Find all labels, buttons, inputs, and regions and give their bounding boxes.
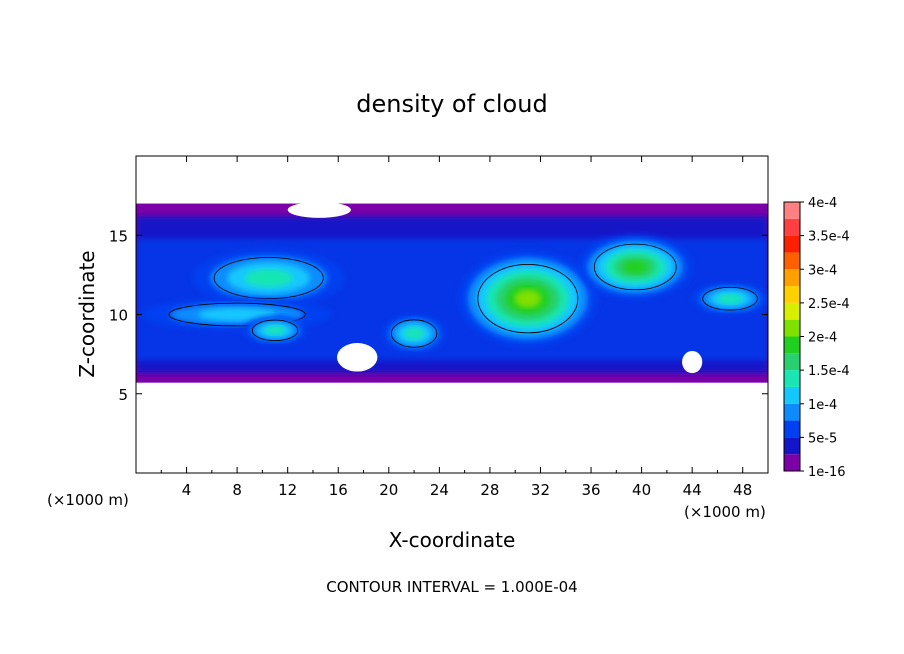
colorbar-segment [784, 319, 800, 337]
colorbar-segment [784, 218, 800, 236]
x-tick-label: 36 [581, 481, 600, 499]
colorbar-segment [784, 454, 800, 471]
x-unit-left: (×1000 m) [47, 491, 129, 509]
y-tick-label: 10 [109, 307, 128, 325]
x-tick-label: 44 [683, 481, 702, 499]
x-tick-label: 48 [733, 481, 752, 499]
y-axis: 5 10 15 [109, 227, 768, 404]
contour-line [168, 302, 306, 327]
y-tick-label: 5 [118, 386, 128, 404]
colorbar-segment [784, 353, 800, 371]
plot-area [135, 155, 769, 474]
colorbar-segment [784, 370, 800, 387]
colorbar-label: 2e-4 [808, 331, 837, 346]
contour-line [702, 286, 758, 311]
colorbar: 1e-16 5e-5 1e-4 1.5e-4 2e-4 2.5e-4 3e-4 3.5e-4 4… [783, 196, 850, 480]
contour-interval-note: CONTOUR INTERVAL = 1.000E-04 [326, 578, 577, 596]
x-axis-label: X-coordinate [389, 528, 516, 552]
chart-title: density of cloud [356, 90, 547, 118]
x-tick-label: 12 [278, 481, 297, 499]
cloud-cell [382, 314, 446, 353]
colorbar-segment [784, 386, 800, 404]
colorbar-label: 4e-4 [808, 196, 837, 211]
x-tick-label: 16 [329, 481, 348, 499]
colorbar-label: 5e-5 [808, 431, 837, 446]
x-tick-label: 40 [632, 481, 651, 499]
colorbar-segment [784, 437, 800, 455]
x-unit-right: (×1000 m) [684, 503, 766, 521]
contour-line [390, 319, 438, 348]
colorbar-label: 2.5e-4 [808, 297, 850, 312]
contour-line [477, 264, 579, 334]
colorbar-segment [784, 420, 800, 438]
colorbar-segment [784, 202, 800, 219]
colorbar-label: 3e-4 [808, 263, 837, 278]
x-tick-label: 8 [232, 481, 242, 499]
contour-line [213, 257, 324, 299]
y-axis-label: Z-coordinate [75, 250, 99, 377]
cloud-cell [692, 282, 768, 315]
x-tick-label: 28 [480, 481, 499, 499]
x-tick-label: 20 [379, 481, 398, 499]
colorbar-segment [784, 302, 800, 320]
cloud-cell [578, 235, 693, 299]
x-axis: 4 8 12 16 20 24 28 32 36 40 44 48 [160, 156, 752, 499]
colorbar-label: 3.5e-4 [808, 230, 850, 245]
clear-gap [682, 350, 703, 374]
colorbar-segment [784, 252, 800, 270]
clear-gap [287, 201, 351, 218]
colorbar-segment [784, 235, 800, 253]
y-tick-label: 15 [109, 227, 128, 245]
colorbar-segment [784, 336, 800, 354]
x-tick-label: 24 [430, 481, 449, 499]
colorbar-segment [784, 403, 800, 421]
colorbar-label: 1.5e-4 [808, 364, 850, 379]
x-tick-label: 4 [182, 481, 192, 499]
cloud-cell [243, 316, 307, 345]
colorbar-segment [784, 286, 800, 303]
density-field [136, 201, 768, 383]
contour-line [593, 243, 677, 291]
cloud-cell [192, 249, 345, 307]
cloud-cell [458, 251, 598, 347]
x-tick-label: 32 [531, 481, 550, 499]
colorbar-label: 1e-16 [808, 465, 846, 480]
contour-line [251, 319, 299, 342]
clear-gap [336, 343, 378, 372]
colorbar-segment [784, 269, 800, 287]
colorbar-label: 1e-4 [808, 398, 837, 413]
